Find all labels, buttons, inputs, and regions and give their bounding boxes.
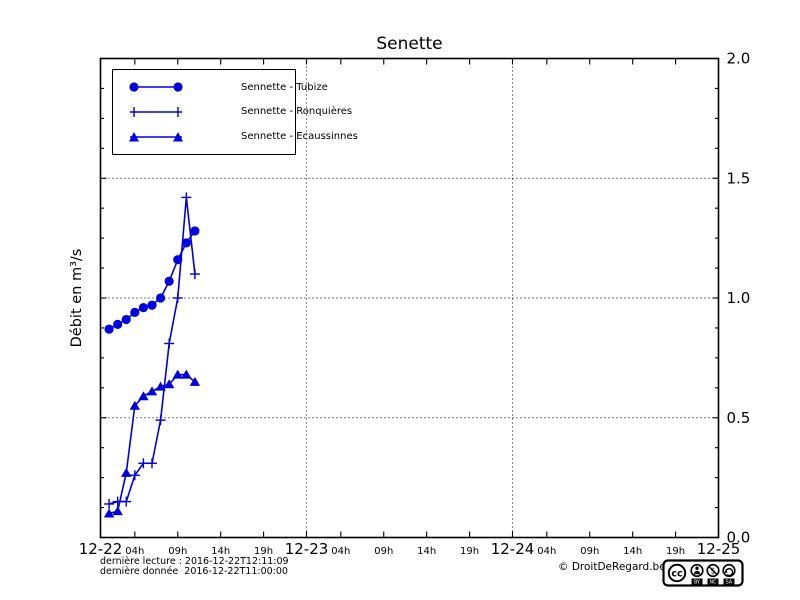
triangle-marker <box>138 391 149 401</box>
triangle-marker <box>129 400 141 410</box>
triangle-marker <box>163 379 175 389</box>
x-tick-label: 04h <box>331 546 350 557</box>
svg-text:cc: cc <box>671 568 682 579</box>
y-tick-label: 1.0 <box>727 289 751 307</box>
x-tick-label: 04h <box>537 546 556 557</box>
triangle-marker <box>155 381 166 391</box>
x-tick-label: 19h <box>254 546 273 557</box>
y-tick-label: 0.5 <box>727 409 751 427</box>
legend-label-ecaussinnes: Sennette - Ecaussinnes <box>241 131 358 143</box>
x-tick-label: 14h <box>623 546 642 557</box>
series-line <box>108 197 196 505</box>
legend-item-tubize: Sennette - Tubize <box>113 81 328 93</box>
x-tick-label: 19h <box>460 546 479 557</box>
circle-marker <box>104 324 114 334</box>
series-line <box>108 373 196 515</box>
triangle-marker <box>146 386 158 396</box>
circle-marker <box>121 314 131 325</box>
triangle-marker <box>103 508 115 518</box>
footer-status: dernière lecture : 2016-12-22T12:11:09 d… <box>100 557 289 577</box>
legend: Sennette - Tubize Sennette - Ronquières … <box>112 69 358 155</box>
legend-item-ecaussinnes: Sennette - Ecaussinnes <box>113 131 358 143</box>
circle-marker <box>181 238 191 248</box>
triangle-line-marker-icon <box>129 131 183 142</box>
triangle-marker <box>189 376 201 386</box>
circle-marker <box>164 276 174 286</box>
x-tick-label: 12-23 <box>285 540 329 558</box>
circle-line-marker-icon <box>129 82 183 92</box>
svg-text:BY: BY <box>694 579 700 585</box>
cc-by-icon: BY <box>690 563 704 585</box>
circle-marker <box>113 319 123 329</box>
y-tick-label: 0.0 <box>727 529 751 547</box>
last-data-text: dernière donnée 2016-12-22T11:00:00 <box>100 566 288 577</box>
cc-sa-icon: SA <box>722 563 736 585</box>
cc-logo-icon: cc <box>667 563 687 583</box>
x-tick-label: 12-24 <box>491 540 535 558</box>
x-tick-label: 14h <box>417 546 436 557</box>
x-tick-label: 09h <box>580 546 599 557</box>
x-tick-label: 12-25 <box>697 540 741 558</box>
last-read-text: dernière lecture : 2016-12-22T12:11:09 <box>100 556 289 567</box>
triangle-marker <box>181 369 192 379</box>
legend-item-ronquieres: Sennette - Ronquières <box>113 106 352 118</box>
x-tick-label: 04h <box>125 546 144 557</box>
triangle-marker <box>121 467 132 477</box>
triangle-marker <box>172 369 183 379</box>
plus-line-marker-icon <box>130 106 182 117</box>
circle-marker <box>130 307 140 317</box>
legend-label-tubize: Sennette - Tubize <box>241 81 328 93</box>
circle-marker <box>190 226 200 236</box>
copyright-text: © DroitDeRegard.be <box>558 561 666 573</box>
legend-label-ronquieres: Sennette - Ronquières <box>241 106 353 118</box>
svg-text:SA: SA <box>726 579 733 585</box>
x-tick-label: 09h <box>374 546 393 557</box>
x-tick-label: 09h <box>168 546 187 557</box>
x-tick-label: 19h <box>666 546 685 557</box>
cc-nc-icon: $ NC <box>706 563 720 585</box>
cc-license-badge: cc BY $ NC SA <box>662 559 744 587</box>
circle-marker <box>155 293 166 303</box>
chart-title: Senette <box>376 34 443 54</box>
x-tick-label: 14h <box>211 546 230 557</box>
circle-marker <box>147 300 157 310</box>
triangle-marker <box>112 506 123 516</box>
y-tick-label: 1.5 <box>727 169 751 187</box>
circle-marker <box>138 302 149 313</box>
x-tick-label: 12-22 <box>79 540 123 558</box>
svg-text:NC: NC <box>710 579 718 585</box>
y-tick-label: 2.0 <box>727 50 751 68</box>
